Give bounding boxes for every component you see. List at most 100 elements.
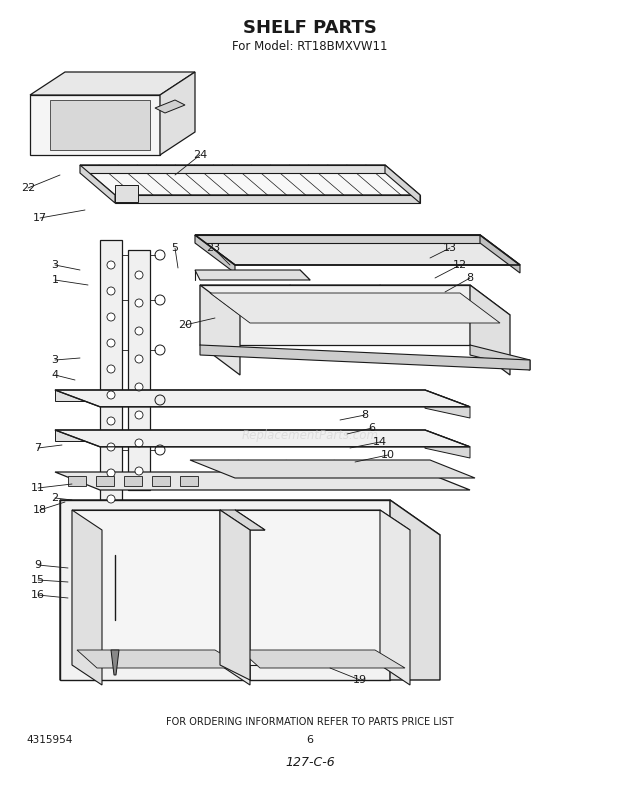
Text: 127-C-6: 127-C-6 [285, 756, 335, 768]
Text: 18: 18 [33, 505, 47, 515]
Circle shape [135, 327, 143, 335]
Text: 1: 1 [51, 275, 58, 285]
Polygon shape [380, 510, 410, 685]
Polygon shape [128, 250, 150, 490]
Polygon shape [210, 293, 500, 323]
Circle shape [107, 391, 115, 399]
Polygon shape [220, 510, 250, 680]
Polygon shape [100, 240, 122, 500]
Polygon shape [124, 476, 142, 486]
Circle shape [107, 287, 115, 295]
Polygon shape [55, 430, 470, 447]
Polygon shape [195, 235, 520, 265]
Text: FOR ORDERING INFORMATION REFER TO PARTS PRICE LIST: FOR ORDERING INFORMATION REFER TO PARTS … [166, 717, 454, 727]
Text: 13: 13 [443, 243, 457, 253]
Circle shape [107, 339, 115, 347]
Circle shape [107, 313, 115, 321]
Text: 4315954: 4315954 [27, 735, 73, 745]
Polygon shape [235, 510, 380, 665]
Polygon shape [96, 476, 114, 486]
Circle shape [135, 383, 143, 391]
Polygon shape [195, 270, 310, 280]
Text: 5: 5 [172, 243, 179, 253]
Polygon shape [160, 72, 195, 155]
Text: 8: 8 [361, 410, 368, 420]
Polygon shape [80, 165, 420, 195]
Text: 12: 12 [453, 260, 467, 270]
Polygon shape [470, 285, 510, 375]
Polygon shape [390, 500, 440, 680]
Polygon shape [55, 390, 425, 401]
Text: 9: 9 [35, 560, 42, 570]
Polygon shape [195, 235, 480, 243]
Circle shape [135, 467, 143, 475]
Text: For Model: RT18BMXVW11: For Model: RT18BMXVW11 [232, 39, 388, 53]
Circle shape [107, 261, 115, 269]
Polygon shape [55, 390, 470, 407]
Text: 17: 17 [33, 213, 47, 223]
Polygon shape [235, 510, 410, 530]
Polygon shape [470, 345, 530, 370]
Text: 2: 2 [51, 493, 58, 503]
Polygon shape [235, 510, 265, 680]
Polygon shape [220, 510, 250, 685]
Text: 4: 4 [51, 370, 58, 380]
Polygon shape [385, 165, 420, 203]
Polygon shape [68, 476, 86, 486]
Text: 23: 23 [206, 243, 220, 253]
Polygon shape [195, 235, 235, 273]
Polygon shape [30, 95, 160, 155]
Polygon shape [72, 510, 220, 665]
Text: 14: 14 [373, 437, 387, 447]
Polygon shape [55, 430, 425, 441]
Circle shape [135, 299, 143, 307]
Text: 11: 11 [31, 483, 45, 493]
Text: 19: 19 [353, 675, 367, 685]
Text: 16: 16 [31, 590, 45, 600]
Polygon shape [200, 285, 240, 375]
Polygon shape [155, 100, 185, 113]
Polygon shape [180, 476, 198, 486]
Text: 20: 20 [178, 320, 192, 330]
Circle shape [107, 469, 115, 477]
Polygon shape [80, 165, 115, 203]
Text: 3: 3 [51, 260, 58, 270]
Polygon shape [425, 430, 470, 458]
Polygon shape [240, 650, 405, 668]
Polygon shape [200, 285, 470, 345]
Polygon shape [72, 510, 250, 530]
Polygon shape [60, 500, 110, 680]
Circle shape [107, 417, 115, 425]
Polygon shape [111, 650, 119, 675]
Polygon shape [200, 285, 510, 315]
Polygon shape [77, 650, 245, 668]
Polygon shape [115, 185, 138, 202]
Polygon shape [190, 460, 475, 478]
Text: 8: 8 [466, 273, 474, 283]
Text: 6: 6 [368, 423, 376, 433]
Polygon shape [60, 500, 440, 535]
Polygon shape [220, 510, 265, 530]
Circle shape [107, 365, 115, 373]
Circle shape [135, 271, 143, 279]
Text: SHELF PARTS: SHELF PARTS [243, 19, 377, 37]
Polygon shape [200, 345, 530, 370]
Circle shape [135, 439, 143, 447]
Polygon shape [55, 472, 470, 490]
Polygon shape [72, 510, 102, 685]
Polygon shape [115, 195, 420, 203]
Circle shape [135, 411, 143, 419]
Polygon shape [425, 390, 470, 418]
Polygon shape [30, 72, 195, 95]
Text: 6: 6 [306, 735, 314, 745]
Text: ReplacementParts.com: ReplacementParts.com [242, 429, 378, 441]
Circle shape [135, 355, 143, 363]
Text: 10: 10 [381, 450, 395, 460]
Circle shape [107, 443, 115, 451]
Circle shape [107, 495, 115, 503]
Polygon shape [152, 476, 170, 486]
Text: 22: 22 [21, 183, 35, 193]
Text: 3: 3 [51, 355, 58, 365]
Text: 7: 7 [35, 443, 42, 453]
Text: 15: 15 [31, 575, 45, 585]
